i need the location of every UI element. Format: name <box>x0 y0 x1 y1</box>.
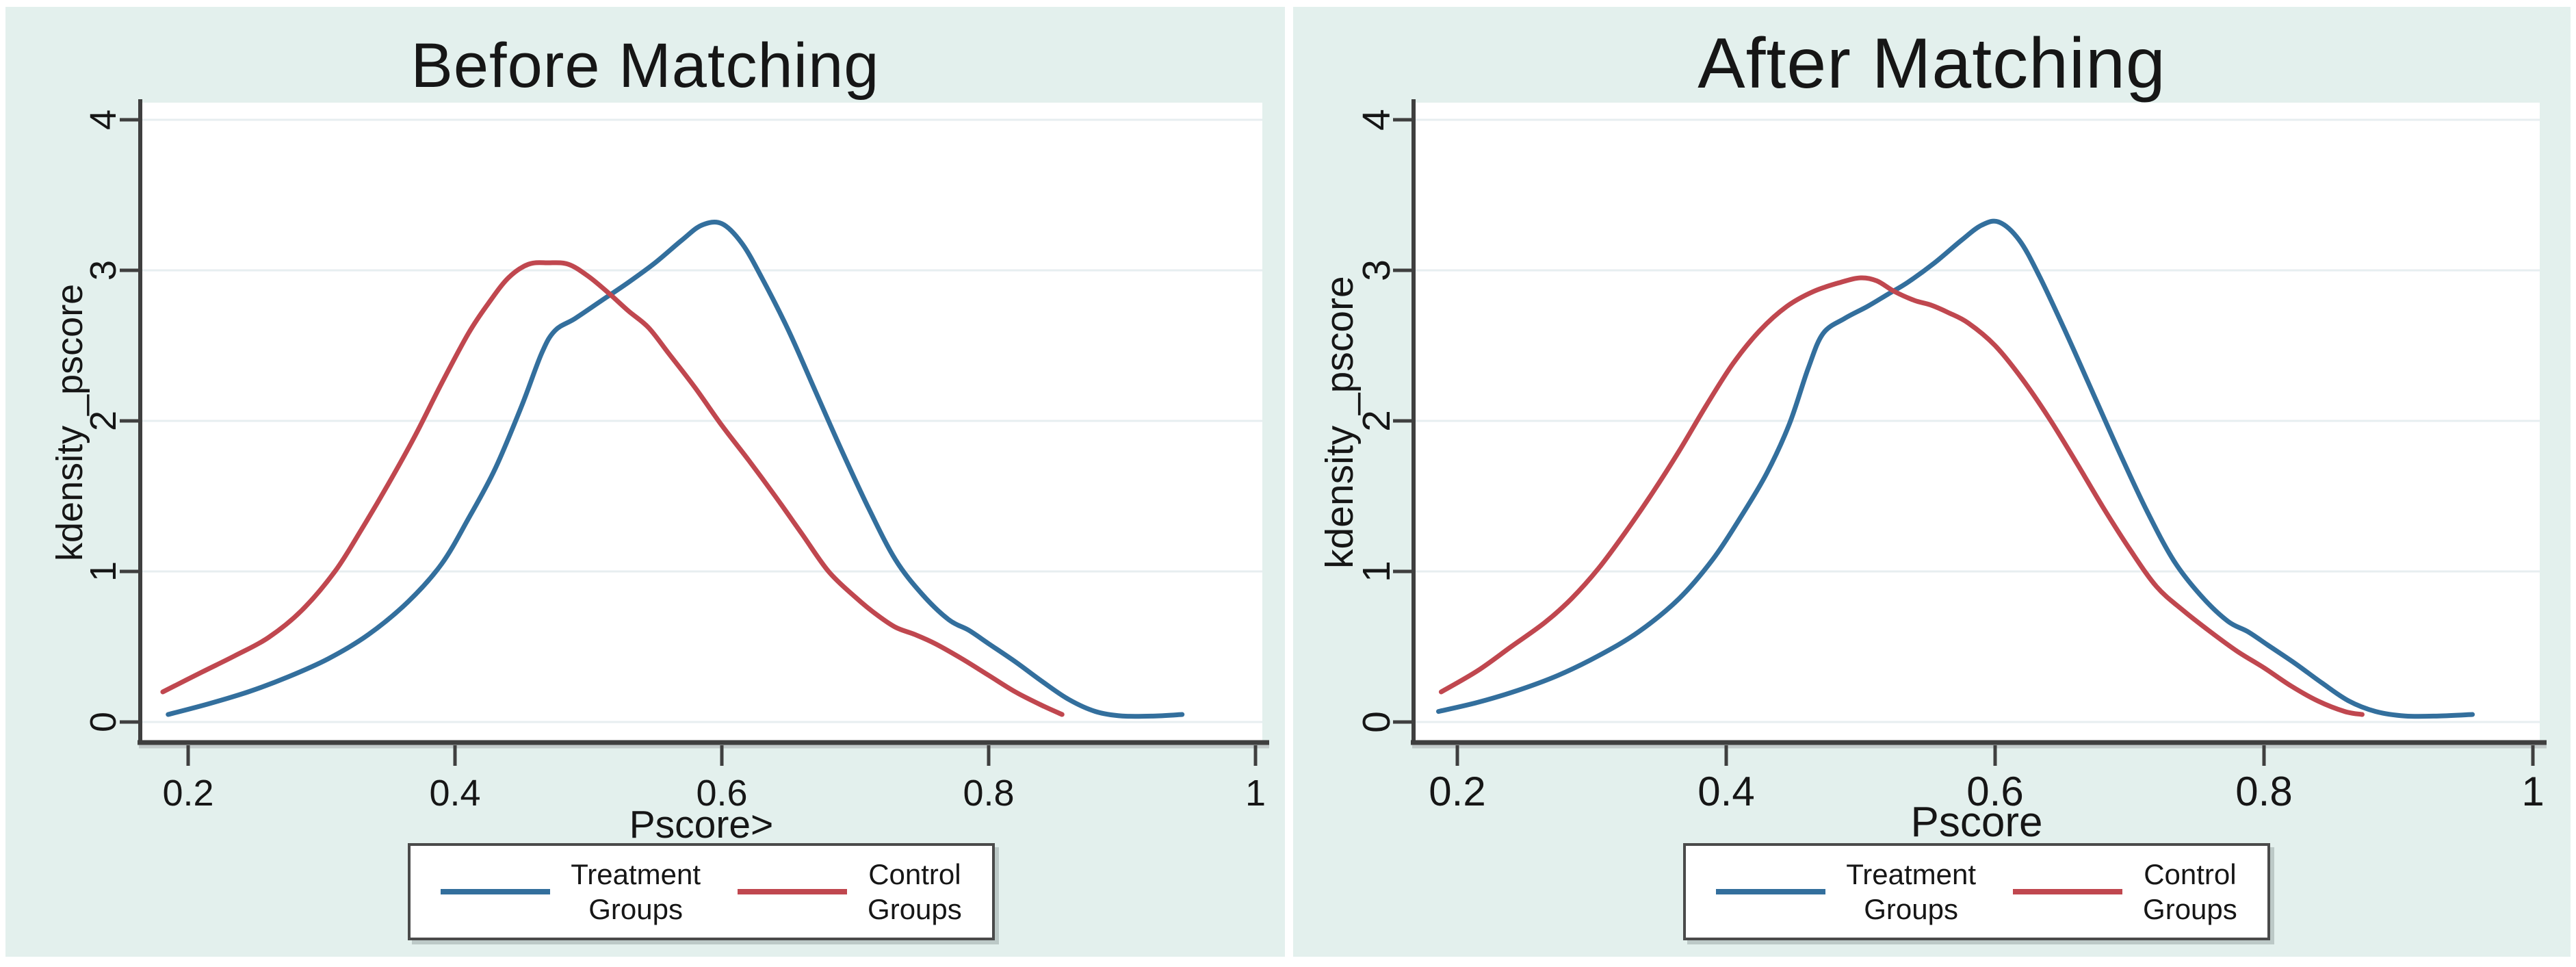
x-tick-label: 0.8 <box>963 773 1014 814</box>
legend: Treatment Groups Control Groups <box>140 843 1262 941</box>
legend-box: Treatment Groups Control Groups <box>1683 843 2270 941</box>
legend-item-control: Control Groups <box>2013 857 2237 927</box>
grid-lines <box>140 118 1262 723</box>
x-tick-label: 1 <box>2521 769 2544 814</box>
legend-label-line1: Control <box>2144 858 2237 890</box>
panel-title: After Matching <box>1697 24 2166 103</box>
density-chart: 0.2 0.4 0.6 0.8 1 0 1 2 3 4 <box>1355 99 2547 814</box>
x-tick-label: 0.6 <box>696 773 747 814</box>
treatment-line-swatch <box>441 889 551 895</box>
x-axis-label: Pscore <box>1910 799 2043 846</box>
axis-ticks <box>120 118 1258 766</box>
legend-label: Control Groups <box>2143 857 2237 927</box>
legend-label-line2: Groups <box>2143 893 2237 926</box>
control-line-swatch <box>738 889 848 895</box>
axis-tick-labels: 0.2 0.4 0.6 0.8 1 0 1 2 3 4 <box>83 109 1266 814</box>
y-tick-label: 3 <box>83 260 124 281</box>
x-tick-label: 0.6 <box>1966 769 2023 814</box>
x-tick-label: 0.8 <box>2235 769 2292 814</box>
density-curve-treatment <box>166 220 1185 719</box>
y-tick-label: 1 <box>83 561 124 582</box>
density-curve-control <box>160 260 1065 717</box>
legend-label-line2: Groups <box>588 893 683 926</box>
legend-label: Treatment Groups <box>571 857 701 927</box>
x-tick-label: 0.2 <box>1429 769 1485 814</box>
legend: Treatment Groups Control Groups <box>1414 843 2540 941</box>
y-tick-label: 0 <box>83 712 124 732</box>
panel-title: Before Matching <box>411 31 880 101</box>
y-tick-label: 4 <box>1355 109 1398 131</box>
legend-label: Control Groups <box>868 857 962 927</box>
axis-ticks <box>1393 118 2535 766</box>
legend-label-line1: Control <box>868 858 961 890</box>
density-curve-control <box>1438 275 2365 717</box>
plot-area <box>140 103 1262 743</box>
x-tick-label: 0.4 <box>429 773 480 814</box>
y-tick-label: 1 <box>1355 560 1398 582</box>
density-curve-treatment <box>1435 218 2475 719</box>
x-tick-label: 1 <box>1245 773 1266 814</box>
legend-item-treatment: Treatment Groups <box>1716 857 1976 927</box>
control-line-swatch <box>2013 889 2123 895</box>
grid-lines <box>1414 118 2540 723</box>
x-tick-label: 0.4 <box>1697 769 1754 814</box>
y-tick-label: 3 <box>1355 259 1398 281</box>
legend-item-treatment: Treatment Groups <box>441 857 701 927</box>
legend-label-line2: Groups <box>1864 893 1958 926</box>
x-axis-label: Pscore> <box>629 803 774 847</box>
density-chart: 0.2 0.4 0.6 0.8 1 0 1 2 3 4 <box>83 99 1269 814</box>
y-tick-label: 4 <box>83 109 124 130</box>
legend-box: Treatment Groups Control Groups <box>408 843 995 941</box>
x-tick-label: 0.2 <box>162 773 213 814</box>
treatment-line-swatch <box>1716 889 1826 895</box>
y-tick-label: 0 <box>1355 711 1398 733</box>
legend-label-line2: Groups <box>868 893 962 926</box>
y-tick-label: 2 <box>83 411 124 431</box>
panel-after-matching: After Matching kdensity _pscore 0.2 0.4 0.… <box>1293 7 2571 957</box>
plot-area <box>1414 103 2540 743</box>
legend-label: Treatment Groups <box>1846 857 1976 927</box>
legend-item-control: Control Groups <box>738 857 962 927</box>
y-tick-label: 2 <box>1355 410 1398 432</box>
legend-label-line1: Treatment <box>571 858 701 890</box>
axis-tick-labels: 0.2 0.4 0.6 0.8 1 0 1 2 3 4 <box>1355 109 2545 814</box>
panel-before-matching: Before Matching kdensity _pscore 0.2 0.4 0… <box>5 7 1285 957</box>
legend-label-line1: Treatment <box>1846 858 1977 890</box>
